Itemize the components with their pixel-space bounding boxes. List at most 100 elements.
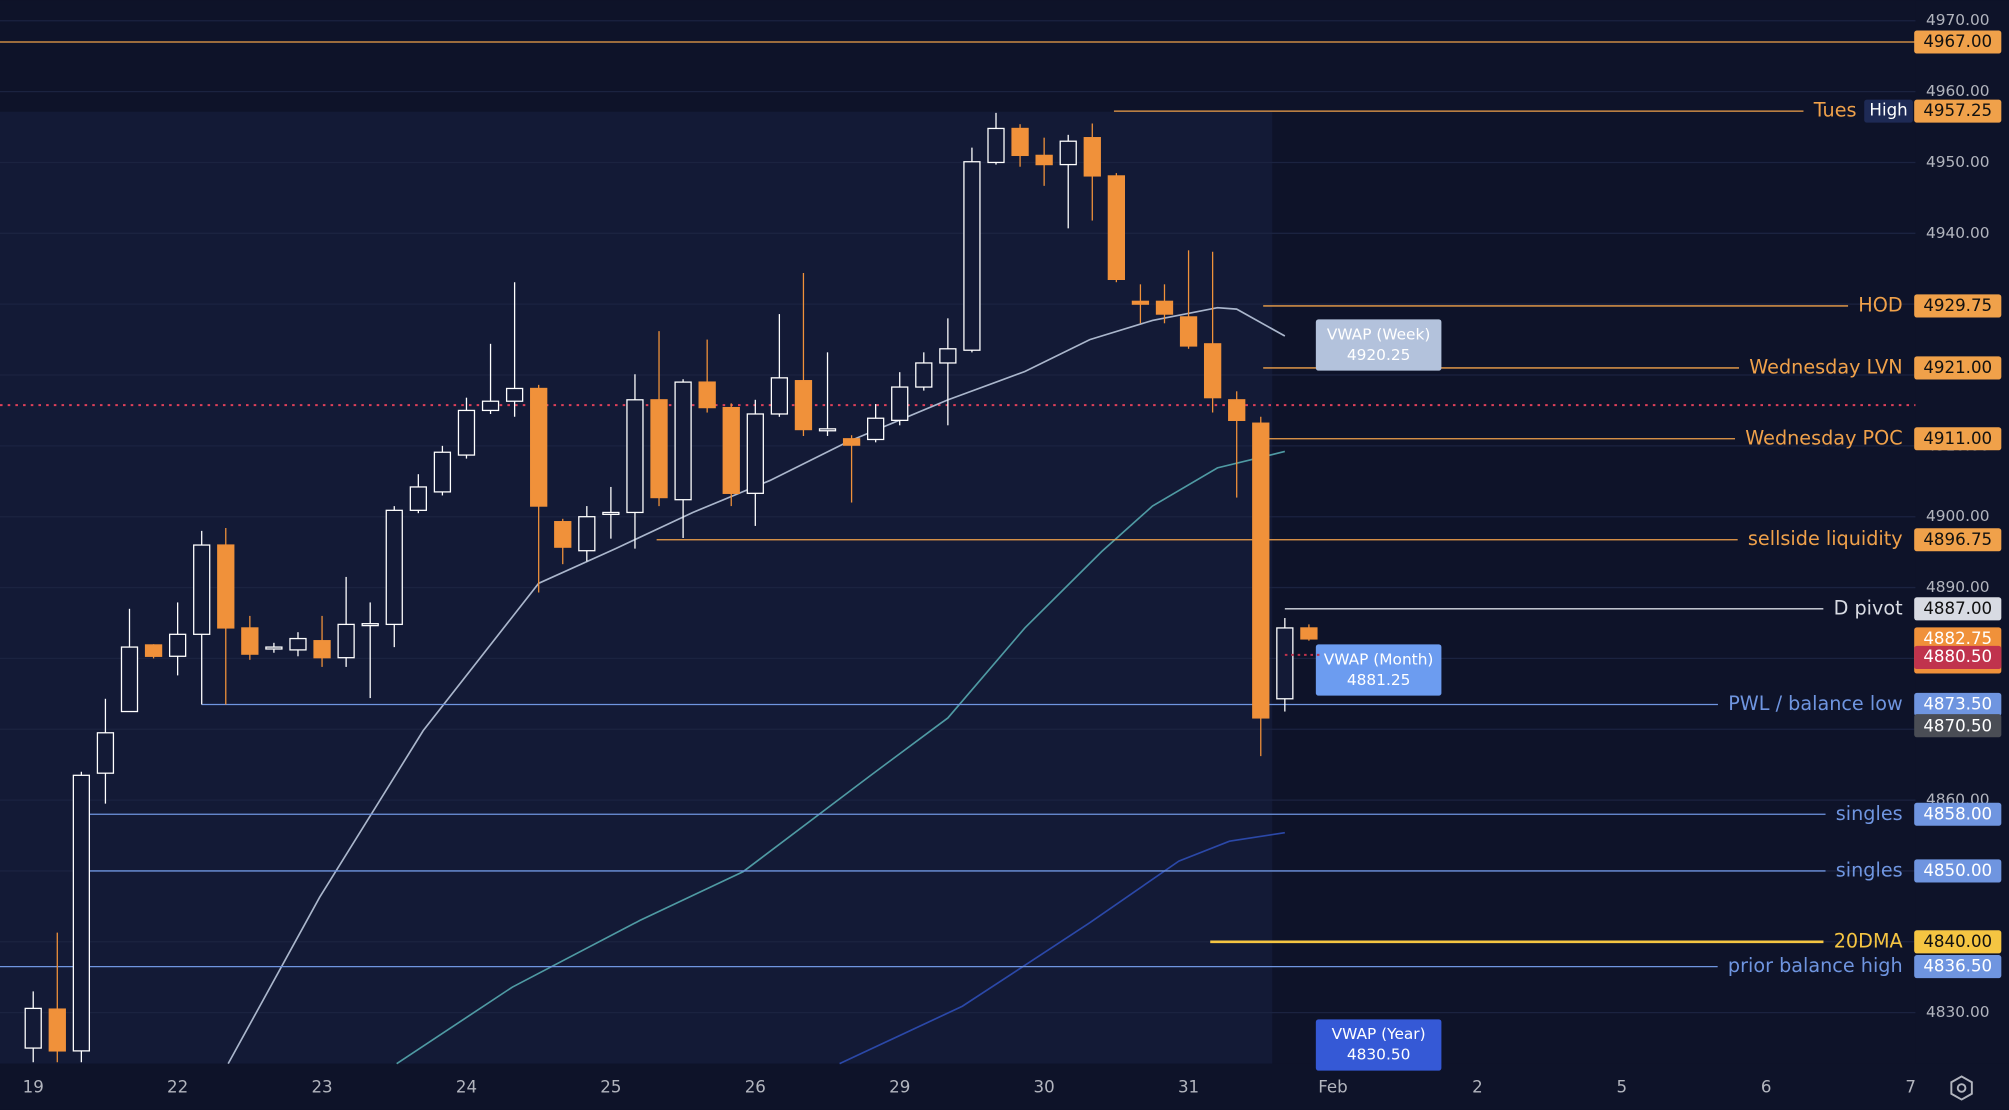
levels: Tues HOD Wednesday LVN Wednesday POC sellsid… <box>1728 99 1903 977</box>
x-tick-label: 5 <box>1617 1078 1628 1097</box>
x-tick-label: 23 <box>311 1078 332 1097</box>
y-tick-label: 4960.00 <box>1926 82 1990 100</box>
x-tick-label: 30 <box>1034 1078 1055 1097</box>
level-badge-text: High <box>1869 101 1907 120</box>
candle-body <box>217 544 235 629</box>
candle-body <box>72 774 91 1052</box>
price-tag <box>1914 356 2002 380</box>
x-tick-label: Feb <box>1318 1078 1347 1097</box>
price-tag-text: 4882.75 <box>1923 629 1992 648</box>
candle-body <box>530 387 548 507</box>
candle-body <box>794 380 813 431</box>
price-tag-text: 4858.00 <box>1923 804 1992 823</box>
callout-box <box>1315 1019 1442 1071</box>
price-tag-text: 4957.25 <box>1923 101 1992 120</box>
price-tag-text: 4840.00 <box>1923 932 1992 951</box>
price-tag-text: 4896.75 <box>1923 530 1992 549</box>
y-tick-label: 4890.00 <box>1926 578 1990 596</box>
candle-body <box>241 627 259 655</box>
callout-value: 4881.25 <box>1347 671 1411 689</box>
candle-body <box>746 413 764 494</box>
x-tick-label: 31 <box>1178 1078 1199 1097</box>
price-tag-text: 4967.00 <box>1923 32 1992 51</box>
y-tick-label: 4940.00 <box>1926 224 1990 242</box>
price-tag <box>1914 528 2002 552</box>
price-tag <box>1914 802 2002 826</box>
candle-body <box>96 732 115 774</box>
candle-body <box>385 509 403 626</box>
candle-body <box>433 451 452 493</box>
callout-label: VWAP (Year) <box>1332 1025 1426 1043</box>
candle-body <box>144 644 163 657</box>
candle-body <box>1155 300 1174 315</box>
x-tick-label: 25 <box>600 1078 621 1097</box>
candle-body <box>1035 154 1053 166</box>
candle-body <box>1252 422 1270 719</box>
candle-body <box>409 486 427 511</box>
x-tick-label: 7 <box>1905 1078 1916 1097</box>
level-label: sellside liquidity <box>1748 527 1903 550</box>
callout-box <box>1315 319 1442 371</box>
price-tag <box>1914 294 2002 318</box>
price-tag-text: 4887.00 <box>1923 599 1992 618</box>
price-tag <box>1914 427 2002 451</box>
candle-body <box>1179 316 1198 347</box>
price-tag <box>1914 692 2002 716</box>
candle-body <box>1228 399 1246 421</box>
price-tag <box>1914 714 2002 738</box>
y-tick-label: 4830.00 <box>1926 1003 1990 1021</box>
candle-body <box>1131 300 1150 305</box>
candle-body <box>457 409 476 456</box>
price-tag-text: 4929.75 <box>1923 296 1992 315</box>
candle-body <box>1107 175 1126 281</box>
candle-body <box>818 428 837 432</box>
indicator-line <box>396 450 1286 1065</box>
candle-body <box>602 511 620 516</box>
candle-body <box>361 623 379 627</box>
candle-body <box>698 381 716 409</box>
candle-body <box>48 1008 66 1052</box>
candle-body <box>1203 343 1222 399</box>
level-label: prior balance high <box>1728 954 1903 977</box>
x-tick-label: 6 <box>1761 1078 1772 1097</box>
price-tag-text: 4836.50 <box>1923 957 1992 976</box>
candle-body <box>939 348 957 364</box>
candle-body <box>1300 627 1318 640</box>
candle-body <box>120 646 139 713</box>
price-tag <box>1914 597 2002 621</box>
level-badge <box>1864 99 1913 123</box>
level-label: HOD <box>1858 293 1902 316</box>
callout: VWAP (Month) 4881.25 <box>1315 644 1442 696</box>
y-tick-label: 4900.00 <box>1926 507 1990 525</box>
level-label: Wednesday POC <box>1745 426 1902 449</box>
candle-body <box>842 438 861 446</box>
level-label: singles <box>1836 858 1903 881</box>
price-tag <box>1914 30 2002 54</box>
time-axis <box>0 1063 2009 1110</box>
level-label: Tues <box>1813 99 1857 122</box>
candle-body <box>1059 140 1077 166</box>
callout-box <box>1315 644 1442 696</box>
x-tick-label: 24 <box>456 1078 477 1097</box>
candle-body <box>770 377 789 415</box>
price-tag <box>1914 99 2002 123</box>
callout: VWAP (Year) 4830.50 <box>1315 1019 1442 1071</box>
x-tick-label: 29 <box>889 1078 910 1097</box>
price-tag <box>1914 955 2002 979</box>
level-label: Wednesday LVN <box>1749 355 1902 378</box>
callout-label: VWAP (Week) <box>1327 325 1431 343</box>
x-tick-label: 19 <box>23 1078 44 1097</box>
candle-body <box>505 387 524 402</box>
settings-icon[interactable] <box>1950 1075 1973 1101</box>
candle-body <box>193 544 211 635</box>
price-tag <box>1914 859 2002 883</box>
price-tag-text: 4880.50 <box>1923 647 1992 666</box>
candle-body <box>554 521 572 548</box>
price-tag-text: 4850.00 <box>1923 861 1992 880</box>
candle-body <box>987 127 1005 164</box>
candle-body <box>867 417 885 441</box>
callout-label: VWAP (Month) <box>1324 650 1434 668</box>
candle-body <box>337 623 355 659</box>
candle-body <box>1276 627 1294 700</box>
